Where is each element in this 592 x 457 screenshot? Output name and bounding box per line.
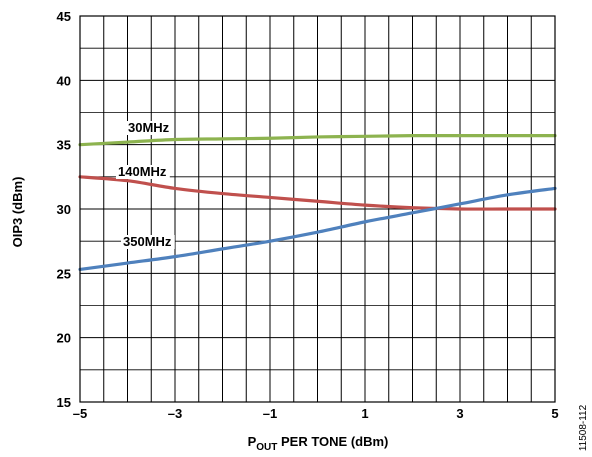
curve-label-background [126, 121, 172, 135]
x-tick-label: –3 [168, 406, 182, 421]
x-axis-title-subscript: OUT [256, 442, 277, 453]
x-tick-labels: –5 –3 –1 1 3 5 [73, 406, 559, 421]
y-tick-labels: 15 20 25 30 35 40 45 [57, 9, 71, 410]
curve-label-30mhz: 30MHz [128, 120, 170, 135]
y-tick-label: 45 [57, 9, 71, 24]
series-line-140mhz [78, 175, 557, 211]
series-lines [78, 134, 557, 272]
series-line-30mhz [78, 134, 557, 147]
x-tick-label: –1 [263, 406, 277, 421]
x-tick-label: 1 [361, 406, 368, 421]
curve-labels: 30MHz 140MHz 350MHz [116, 120, 175, 249]
curve-label-350mhz: 350MHz [123, 234, 172, 249]
y-tick-label: 40 [57, 73, 71, 88]
x-axis-title-rest: PER TONE (dBm) [277, 434, 388, 449]
x-tick-label: 5 [551, 406, 558, 421]
curve-label-140mhz: 140MHz [118, 164, 167, 179]
x-axis-title-main: P [248, 434, 257, 449]
x-axis-title: POUT PER TONE (dBm) [248, 434, 389, 453]
y-tick-label: 30 [57, 202, 71, 217]
y-tick-label: 35 [57, 138, 71, 153]
x-tick-label: 3 [456, 406, 463, 421]
series-line-350mhz [78, 186, 557, 272]
figure-id: 11508-112 [578, 404, 589, 451]
curve-label-background [116, 165, 170, 179]
y-tick-label: 20 [57, 331, 71, 346]
x-tick-label: –5 [73, 406, 87, 421]
curve-label-background [121, 235, 175, 249]
plot-frame [79, 15, 556, 403]
y-tick-label: 25 [57, 266, 71, 281]
y-axis-title: OIP3 (dBm) [10, 177, 25, 248]
y-tick-label: 15 [57, 395, 71, 410]
